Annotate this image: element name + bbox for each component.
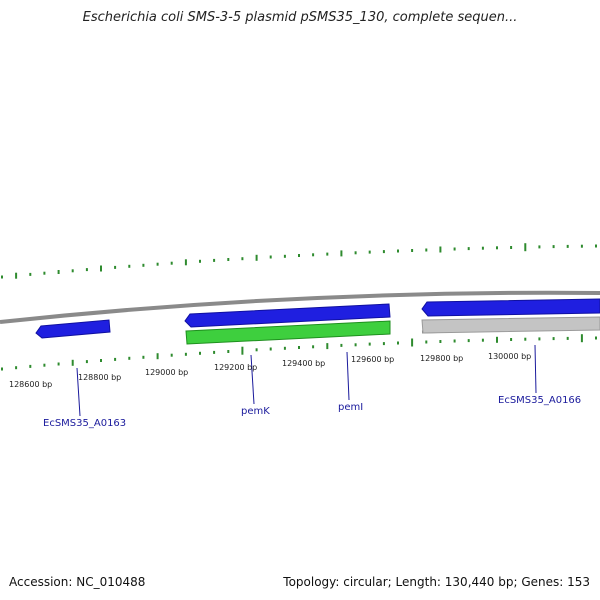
gene-label-ecsms35-a0166: EcSMS35_A0166 — [498, 395, 581, 406]
backbone-outer — [0, 290, 600, 324]
leader-ecsms35-a0166 — [534, 344, 537, 394]
leader-ecsms35-a0163 — [76, 367, 81, 417]
gc-content-outer-track — [1, 243, 597, 279]
tick-label: 129800 bp — [420, 354, 463, 363]
tick-label: 128800 bp — [78, 373, 121, 382]
page-title: Escherichia coli SMS-3-5 plasmid pSMS35_… — [82, 10, 518, 25]
tick-label: 128600 bp — [9, 380, 52, 389]
accession-text: Accession: NC_010488 — [9, 575, 146, 589]
gene-reverse-green[interactable] — [185, 320, 391, 345]
gene-pemk-pemi-forward[interactable] — [184, 303, 391, 328]
gene-label-pemi: pemI — [338, 402, 363, 413]
tick-label: 129200 bp — [214, 363, 257, 372]
tick-label: 130000 bp — [488, 352, 531, 361]
tick-label: 129000 bp — [145, 368, 188, 377]
leader-pemi — [346, 351, 350, 401]
tick-label: 129400 bp — [282, 359, 325, 368]
gene-label-ecsms35-a0163: EcSMS35_A0163 — [43, 418, 126, 429]
leader-pemk — [250, 354, 255, 405]
gene-label-pemk: pemK — [241, 406, 270, 417]
tick-label: 129600 bp — [351, 355, 394, 364]
gc-content-inner-track — [1, 334, 597, 371]
topology-text: Topology: circular; Length: 130,440 bp; … — [283, 575, 590, 589]
gene-ecsms35-a0166[interactable] — [421, 298, 600, 317]
gene-ecsms35-a0163[interactable] — [35, 319, 111, 339]
gene-grey-other[interactable] — [421, 316, 600, 334]
